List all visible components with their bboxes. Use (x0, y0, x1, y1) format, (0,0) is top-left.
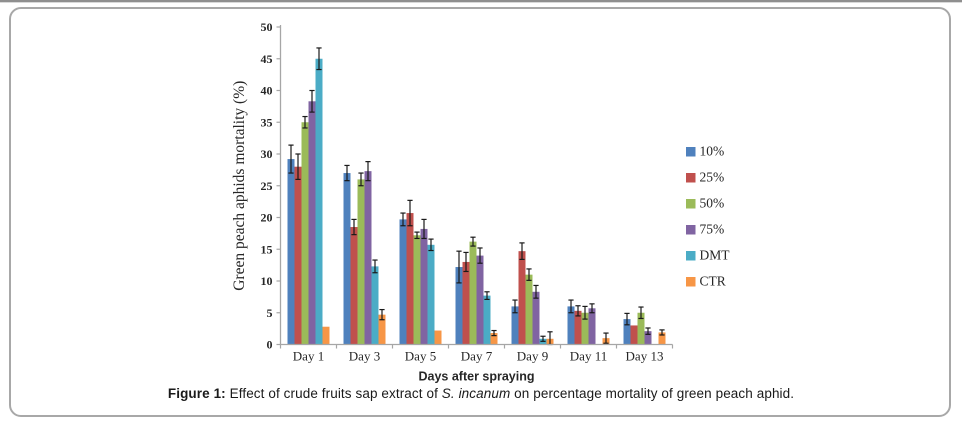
x-tick-label: Day 13 (626, 349, 664, 364)
bar (469, 241, 477, 345)
x-tick-label: Day 9 (517, 349, 548, 364)
y-tick-label: 0 (267, 338, 273, 352)
bar (658, 332, 666, 345)
bar (350, 227, 358, 345)
bar (644, 331, 652, 345)
x-tick-label: Day 3 (349, 349, 380, 364)
bar (574, 310, 582, 345)
bar (434, 330, 442, 345)
bar (532, 291, 540, 345)
bar (630, 325, 638, 345)
bar (490, 333, 498, 345)
legend-swatch (686, 225, 696, 235)
bar (420, 228, 428, 345)
y-tick-label: 35 (261, 115, 273, 129)
legend-label: 50% (700, 196, 725, 211)
bar (308, 101, 316, 345)
x-tick-label: Day 11 (570, 349, 607, 364)
bar (588, 308, 596, 345)
bar (525, 274, 533, 345)
legend-label: DMT (700, 248, 731, 263)
legend-swatch (686, 147, 696, 157)
legend-label: CTR (700, 274, 726, 289)
bar (427, 244, 435, 345)
y-tick-label: 10 (261, 274, 273, 288)
bar (476, 255, 484, 345)
bar (511, 306, 519, 345)
top-divider (0, 0, 962, 3)
bar (357, 179, 365, 345)
y-tick-label: 30 (261, 147, 273, 161)
bar (455, 267, 463, 345)
bar (301, 122, 309, 345)
bar (413, 235, 421, 345)
x-axis-title: Days after spraying (418, 370, 534, 384)
figure-caption: Figure 1: Effect of crude fruits sap ext… (0, 386, 962, 401)
bar (343, 173, 351, 345)
bar (378, 314, 386, 345)
bar (315, 58, 323, 345)
bar (294, 166, 302, 345)
species-name: S. incanum (441, 386, 511, 401)
y-tick-label: 20 (261, 211, 273, 225)
bar (623, 319, 631, 345)
y-tick-label: 15 (261, 242, 273, 256)
y-tick-label: 25 (261, 179, 273, 193)
x-tick-label: Day 1 (293, 349, 324, 364)
figure-card (9, 7, 951, 417)
bar (462, 261, 470, 345)
bar (406, 213, 414, 345)
legend-label: 10% (700, 144, 725, 159)
bar (322, 326, 330, 345)
y-tick-label: 45 (261, 52, 273, 66)
bar (518, 251, 526, 345)
bar (567, 306, 575, 345)
legend-swatch (686, 199, 696, 209)
legend-swatch (686, 277, 696, 287)
y-tick-label: 50 (261, 20, 273, 34)
caption-text-2: on percentage mortality of green peach a… (510, 386, 795, 401)
bar (483, 295, 491, 345)
y-axis-title: Green peach aphids mortality (%) (231, 81, 248, 291)
x-tick-label: Day 5 (405, 349, 436, 364)
legend-label: 25% (700, 170, 725, 185)
bar (371, 266, 379, 345)
bar (364, 171, 372, 345)
x-tick-label: Day 7 (461, 349, 493, 364)
caption-text: Effect of crude fruits sap extract of (225, 386, 442, 401)
figure-label: Figure 1: (167, 386, 226, 401)
y-tick-label: 40 (261, 84, 273, 98)
bar (399, 219, 407, 345)
bar (581, 312, 589, 345)
legend-swatch (686, 251, 696, 261)
bar (637, 312, 645, 345)
bar (287, 159, 295, 345)
legend-label: 75% (700, 222, 725, 237)
y-tick-label: 5 (267, 306, 273, 320)
legend-swatch (686, 173, 696, 183)
